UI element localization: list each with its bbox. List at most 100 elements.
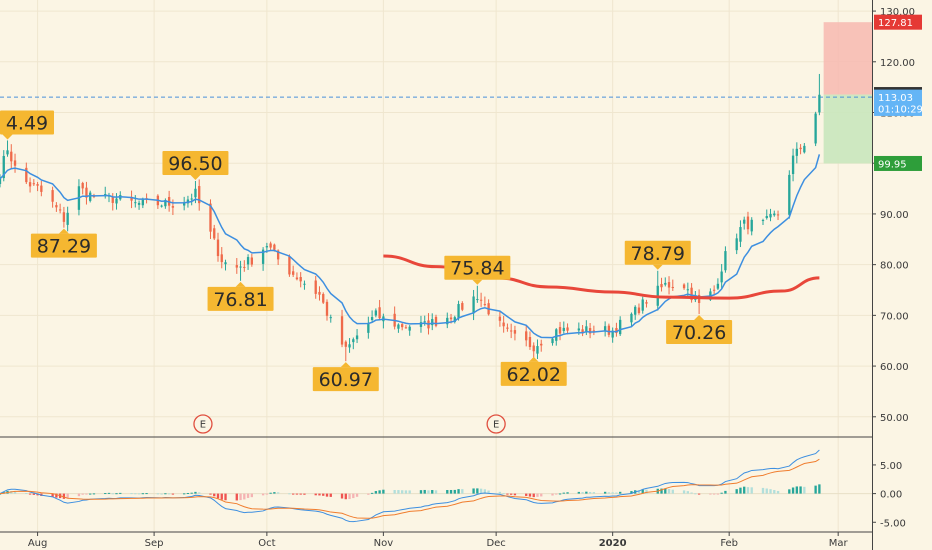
macd-histogram-bar bbox=[329, 493, 332, 497]
candle-body bbox=[239, 266, 242, 268]
macd-histogram-bar bbox=[340, 493, 344, 499]
candle-body bbox=[32, 183, 35, 185]
macd-histogram-bar bbox=[664, 488, 667, 494]
macd-histogram-bar bbox=[171, 493, 175, 495]
price-axis-label: 120.00 bbox=[880, 58, 915, 69]
macd-histogram-bar bbox=[265, 493, 269, 495]
macd-histogram-bar bbox=[611, 492, 614, 494]
candle-body bbox=[682, 284, 686, 289]
candle-body bbox=[479, 299, 483, 301]
time-axis[interactable]: Aug Sep Oct Nov Dec 2020 Feb Mar bbox=[0, 531, 872, 549]
candle-body bbox=[209, 203, 212, 232]
macd-histogram-bar bbox=[555, 493, 558, 495]
candle-body bbox=[186, 199, 190, 204]
extreme-label-box bbox=[30, 233, 97, 258]
candle-body bbox=[750, 219, 753, 232]
macd-histogram-bar bbox=[216, 493, 220, 499]
extreme-label-pointer bbox=[694, 315, 705, 321]
macd-histogram-bar bbox=[367, 493, 370, 495]
candle-body bbox=[378, 307, 381, 319]
candle-body bbox=[2, 155, 5, 179]
candle-body bbox=[6, 150, 9, 155]
candle-body bbox=[592, 330, 596, 332]
macd-histogram-bar bbox=[370, 492, 374, 494]
candle-body bbox=[765, 216, 768, 219]
macd-pane[interactable] bbox=[0, 449, 872, 523]
extreme-label-text: 87.29 bbox=[37, 236, 91, 258]
candle-body bbox=[446, 317, 449, 325]
candle-body bbox=[791, 155, 795, 175]
candle-body bbox=[671, 286, 674, 289]
candle-body bbox=[735, 238, 738, 251]
macd-histogram-bar bbox=[427, 490, 430, 494]
candle-body bbox=[761, 220, 765, 222]
candle-body bbox=[269, 243, 272, 248]
macd-histogram-bar bbox=[107, 492, 111, 494]
macd-histogram-bar bbox=[246, 493, 250, 498]
take-profit-zone bbox=[823, 94, 872, 164]
macd-histogram-bar bbox=[115, 493, 118, 495]
price-axis-label: 70.00 bbox=[880, 311, 909, 322]
macd-histogram-bar bbox=[724, 490, 727, 494]
macd-histogram-bar bbox=[562, 492, 565, 494]
candle-body bbox=[720, 271, 723, 283]
extreme-label-text: 75.84 bbox=[450, 258, 504, 280]
macd-histogram-bar bbox=[712, 493, 716, 495]
candle-body bbox=[220, 254, 223, 263]
candle-body bbox=[322, 294, 325, 303]
price-tag-label: 127.81 bbox=[878, 18, 913, 29]
candle-body bbox=[213, 228, 216, 239]
macd-histogram-bar bbox=[344, 493, 347, 500]
macd-histogram-bar bbox=[85, 493, 88, 495]
macd-histogram-bar bbox=[799, 486, 802, 494]
candle-body bbox=[404, 327, 408, 329]
macd-histogram-bar bbox=[510, 493, 513, 495]
macd-histogram-bar bbox=[476, 488, 479, 494]
candle-body bbox=[51, 190, 54, 202]
candle-body bbox=[690, 287, 693, 301]
macd-histogram-bar bbox=[506, 493, 509, 495]
candle-body bbox=[566, 327, 569, 331]
macd-histogram-bar bbox=[431, 490, 434, 494]
candle-body bbox=[0, 178, 2, 185]
candle-body bbox=[795, 148, 798, 156]
macd-axis-label: 0.00 bbox=[880, 490, 902, 501]
macd-histogram-bar bbox=[89, 493, 92, 495]
candle-body bbox=[588, 328, 592, 334]
extreme-label-pointer bbox=[528, 356, 539, 362]
macd-histogram-bar bbox=[322, 493, 325, 496]
time-axis-label: Mar bbox=[829, 538, 849, 549]
macd-histogram-bar bbox=[761, 487, 765, 494]
price-axis-label: 130.00 bbox=[880, 7, 915, 18]
price-axis-label: 90.00 bbox=[880, 210, 909, 221]
candle-body bbox=[746, 216, 750, 230]
extreme-label-pointer bbox=[190, 174, 201, 180]
stop-loss-zone bbox=[823, 22, 872, 95]
candle-body bbox=[58, 209, 62, 211]
candle-body bbox=[585, 326, 588, 333]
macd-histogram-bar bbox=[55, 493, 58, 498]
candle-body bbox=[743, 219, 746, 224]
candle-body bbox=[224, 262, 227, 265]
extreme-label-box bbox=[500, 361, 567, 386]
macd-histogram-bar bbox=[130, 493, 133, 495]
candle-body bbox=[36, 184, 39, 186]
candle-body bbox=[115, 198, 118, 204]
macd-histogram-bar bbox=[585, 491, 588, 494]
candle-body bbox=[348, 344, 351, 348]
candle-body bbox=[532, 345, 535, 352]
candle-body bbox=[134, 202, 137, 204]
candle-body bbox=[615, 328, 618, 334]
time-axis-label: Dec bbox=[486, 538, 505, 549]
candle-body bbox=[660, 283, 663, 288]
candles[interactable] bbox=[0, 73, 821, 362]
candle-body bbox=[431, 319, 434, 326]
candle-body bbox=[397, 324, 400, 329]
macd-histogram-bar bbox=[487, 490, 490, 494]
macd-histogram-bar bbox=[645, 489, 648, 494]
macd-histogram-bar bbox=[619, 491, 622, 494]
macd-histogram-bar bbox=[303, 493, 306, 495]
macd-histogram-bar bbox=[141, 493, 144, 495]
